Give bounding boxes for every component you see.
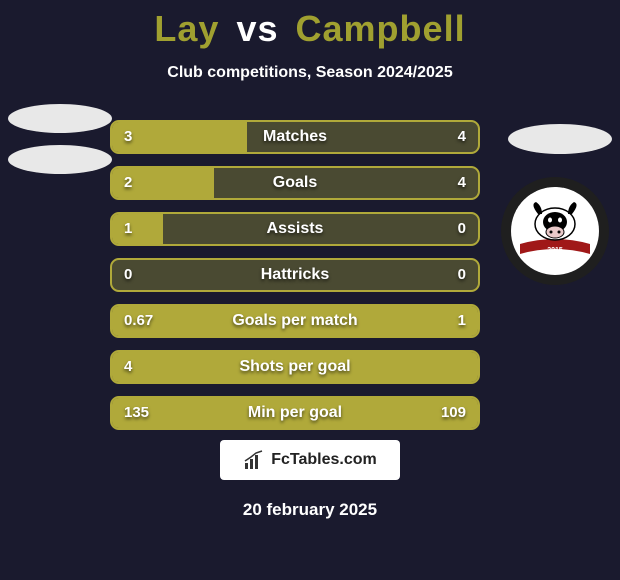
stat-row: 00Hattricks <box>110 258 480 292</box>
stat-label: Matches <box>112 122 478 152</box>
chart-icon <box>243 449 265 471</box>
stat-label: Goals <box>112 168 478 198</box>
placeholder-oval <box>8 104 112 133</box>
stat-label: Hattricks <box>112 260 478 290</box>
stat-row: 0.671Goals per match <box>110 304 480 338</box>
placeholder-oval <box>508 124 612 154</box>
stat-row: 10Assists <box>110 212 480 246</box>
stat-row: 24Goals <box>110 166 480 200</box>
left-team-badge <box>6 104 114 174</box>
player1-name: Lay <box>154 8 219 49</box>
subtitle: Club competitions, Season 2024/2025 <box>0 64 620 82</box>
right-team-badge <box>506 104 614 174</box>
stat-label: Goals per match <box>112 306 478 336</box>
brand-text: FcTables.com <box>271 451 377 469</box>
crest-year: 2015 <box>547 247 563 254</box>
stat-row: 4Shots per goal <box>110 350 480 384</box>
club-crest: HEREFORD FC FOREVER UNITED 2015 <box>500 176 610 286</box>
date-text: 20 february 2025 <box>0 500 620 520</box>
player2-name: Campbell <box>296 8 466 49</box>
brand-logo: FcTables.com <box>220 440 400 480</box>
vs-text: vs <box>236 8 278 49</box>
comparison-title: Lay vs Campbell <box>0 0 620 50</box>
stat-label: Shots per goal <box>112 352 478 382</box>
stat-row: 34Matches <box>110 120 480 154</box>
stat-label: Assists <box>112 214 478 244</box>
stat-label: Min per goal <box>112 398 478 428</box>
stat-bars-container: 34Matches 24Goals 10Assists 00Hattricks 0.67… <box>110 120 510 442</box>
stat-row: 135109Min per goal <box>110 396 480 430</box>
placeholder-oval <box>8 145 112 174</box>
